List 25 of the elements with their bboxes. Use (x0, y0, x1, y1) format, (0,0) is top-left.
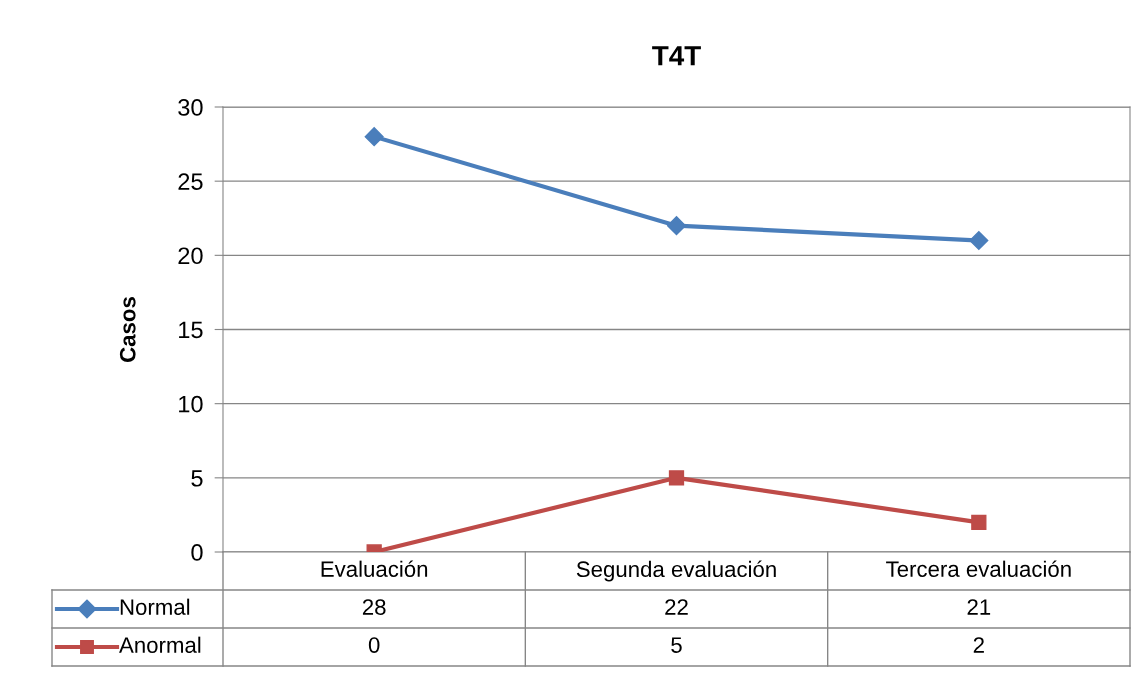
point (668, 470, 685, 486)
data-label: 0 (368, 637, 380, 653)
y-tick-label: 10 (179, 395, 203, 413)
x-tick-label: Tercera evaluación (886, 560, 1071, 577)
data-label: 22 (665, 599, 688, 615)
x-tick-label: Evaluación (321, 560, 428, 577)
y-tick-label: 20 (178, 247, 203, 265)
chart-title: T4T (652, 46, 701, 66)
data-label: 2 (973, 637, 984, 653)
data-label: 5 (671, 637, 682, 653)
y-tick-label: 15 (179, 321, 203, 339)
data-label: 28 (362, 599, 386, 615)
x-tick-label: Segunda evaluación (576, 560, 776, 582)
y-tick-label: 25 (178, 173, 203, 190)
legend-label: Normal (120, 598, 190, 615)
legend-label: Anormal (119, 636, 201, 653)
y-tick-label: 30 (178, 99, 203, 116)
y-tick-label: 5 (191, 470, 203, 487)
data-label: 21 (967, 599, 991, 615)
y-axis-title: Casos (119, 297, 136, 362)
point (971, 514, 987, 530)
point (969, 230, 989, 251)
point (364, 127, 384, 147)
point (666, 216, 687, 236)
y-tick-label: 0 (191, 544, 203, 561)
